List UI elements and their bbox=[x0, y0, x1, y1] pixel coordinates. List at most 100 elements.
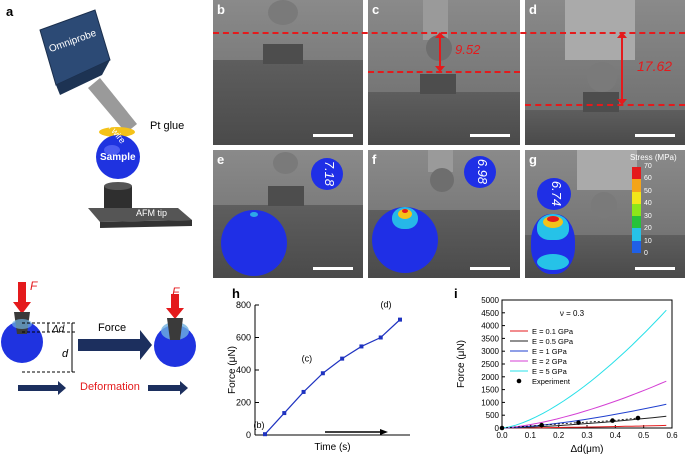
data-point bbox=[282, 411, 287, 416]
afm-tip-base bbox=[88, 208, 192, 222]
deformation-schematic bbox=[1, 282, 196, 395]
scale-bar bbox=[470, 267, 510, 270]
force-symbol-2: F bbox=[172, 285, 180, 299]
legend-label: E = 2 GPa bbox=[532, 357, 568, 366]
annotation-label: (b) bbox=[254, 420, 265, 430]
tungsten-wire bbox=[88, 78, 137, 133]
sample-sphere bbox=[96, 135, 140, 179]
legend-note: ν = 0.3 bbox=[560, 309, 585, 318]
pt-glue-label: Pt glue bbox=[150, 120, 185, 132]
sem-panel-b: b bbox=[213, 0, 363, 145]
reference-line-top bbox=[213, 32, 685, 34]
colorbar-tick: 40 bbox=[644, 200, 652, 208]
annotation-label: (c) bbox=[302, 353, 313, 363]
data-point bbox=[378, 335, 383, 340]
displacement-d: 17.62 bbox=[637, 58, 673, 74]
arrow-c bbox=[435, 32, 445, 72]
deformed-sphere-f bbox=[464, 156, 496, 188]
sem-panel-f: 6.98 f bbox=[368, 150, 520, 278]
reference-line-c bbox=[368, 71, 520, 73]
y-axis-label: Force (μN) bbox=[227, 346, 238, 394]
y-tick-label: 200 bbox=[236, 398, 251, 408]
y-tick-label: 4000 bbox=[481, 322, 499, 331]
panel-d-letter: d bbox=[529, 2, 537, 17]
data-point bbox=[398, 317, 402, 322]
sem-panel-g: 6.74 g bbox=[525, 150, 685, 278]
stress-colorbar-title: Stress (MPa) bbox=[630, 153, 677, 162]
legend-label: E = 0.5 GPa bbox=[532, 337, 574, 346]
sem-panel-e: 7.18 e bbox=[213, 150, 363, 278]
y-tick-label: 0 bbox=[246, 430, 251, 440]
series-line bbox=[502, 424, 667, 429]
y-tick-label: 4500 bbox=[481, 309, 499, 318]
delta-d-label: Δd bbox=[52, 324, 65, 335]
x-tick-label: 0.3 bbox=[581, 431, 593, 440]
y-tick-label: 500 bbox=[486, 411, 500, 420]
data-point bbox=[340, 356, 345, 361]
y-tick-label: 5000 bbox=[481, 296, 499, 305]
panel-g-letter: g bbox=[529, 152, 537, 167]
x-tick-label: 0.5 bbox=[638, 431, 650, 440]
diameter-e: 7.18 bbox=[322, 160, 338, 187]
sample-label: Sample bbox=[100, 152, 136, 163]
legend-label: E = 0.1 GPa bbox=[532, 327, 574, 336]
colorbar-tick: 50 bbox=[644, 187, 652, 195]
panel-b-letter: b bbox=[217, 2, 225, 17]
x-tick-label: 0.1 bbox=[525, 431, 537, 440]
chart-h: 0 200 400 600 800 (b) (c) (d) Time (s) Force (μN) bbox=[227, 300, 410, 453]
x-tick-label: 0.4 bbox=[610, 431, 622, 440]
colorbar-tick: 30 bbox=[644, 212, 652, 220]
legend-label: Experiment bbox=[532, 377, 571, 386]
force-symbol-1: F bbox=[30, 279, 38, 293]
x-axis-label: Δd(μm) bbox=[571, 444, 604, 455]
pt-glue bbox=[99, 127, 135, 137]
panel-h-letter: h bbox=[232, 286, 240, 301]
legend-label: E = 1 GPa bbox=[532, 347, 568, 356]
displacement-c: 9.52 bbox=[455, 42, 481, 57]
series-line bbox=[501, 380, 667, 429]
y-tick-label: 600 bbox=[236, 333, 251, 343]
experiment-point bbox=[499, 425, 505, 431]
diameter-f: 6.98 bbox=[475, 158, 491, 185]
panel-a-letter: a bbox=[6, 4, 14, 19]
afm-cylinder bbox=[104, 186, 132, 208]
sem-panel-d: d bbox=[525, 0, 685, 145]
time-arrowhead bbox=[380, 429, 388, 435]
scale-bar bbox=[313, 267, 353, 270]
legend-marker bbox=[516, 378, 522, 384]
x-tick-label: 0.0 bbox=[496, 431, 508, 440]
annotation-label: (d) bbox=[381, 300, 392, 310]
arrow-d bbox=[617, 32, 627, 105]
experiment-point bbox=[635, 415, 641, 421]
reference-line-d bbox=[525, 104, 685, 106]
force-time-line bbox=[264, 319, 401, 435]
colorbar-tick: 0 bbox=[644, 249, 648, 257]
legend-label: E = 5 GPa bbox=[532, 367, 568, 376]
y-tick-label: 2000 bbox=[481, 373, 499, 382]
panel-a-schematic bbox=[39, 9, 192, 228]
x-tick-label: 0.6 bbox=[666, 431, 678, 440]
x-axis-label: Time (s) bbox=[314, 442, 350, 453]
scale-bar bbox=[635, 134, 675, 137]
y-tick-label: 400 bbox=[236, 365, 251, 375]
colorbar-tick: 10 bbox=[644, 237, 652, 245]
experiment-point bbox=[610, 418, 615, 423]
scale-bar bbox=[470, 134, 510, 137]
y-tick-label: 800 bbox=[236, 300, 251, 310]
series-line bbox=[501, 309, 667, 429]
chart-i: 0 500 1000 1500 2000 2500 3000 3500 4000 4500 5000… bbox=[456, 296, 678, 455]
x-tick-label: 0.2 bbox=[553, 431, 565, 440]
deformed-sphere-g bbox=[537, 178, 571, 210]
data-point bbox=[320, 371, 325, 376]
experiment-point bbox=[576, 420, 581, 425]
data-point bbox=[359, 344, 364, 349]
panel-i-letter: i bbox=[454, 286, 458, 301]
colorbar-tick: 20 bbox=[644, 225, 652, 233]
panel-f-letter: f bbox=[372, 152, 377, 167]
fem-sphere bbox=[221, 210, 287, 276]
diameter-g: 6.74 bbox=[549, 180, 565, 207]
y-tick-label: 3000 bbox=[481, 347, 499, 356]
data-point bbox=[263, 432, 267, 437]
experiment-point bbox=[539, 422, 544, 428]
deformation-label: Deformation bbox=[80, 381, 140, 393]
